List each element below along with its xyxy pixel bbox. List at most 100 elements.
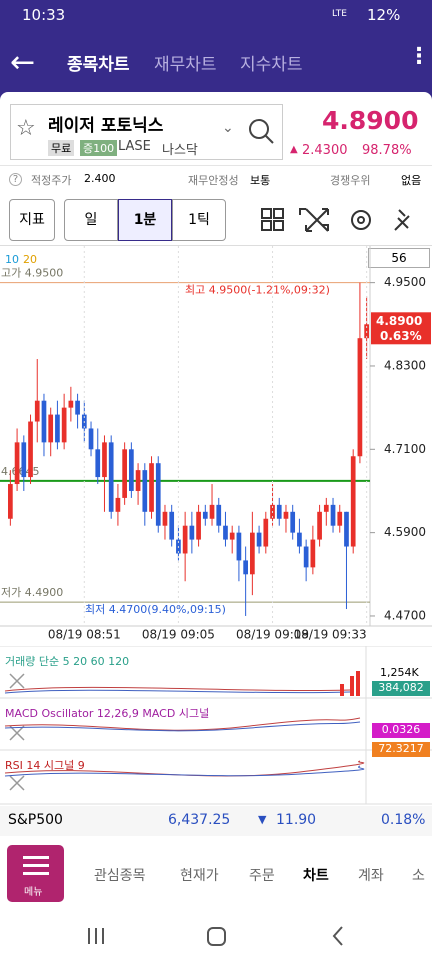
candle-body bbox=[283, 511, 289, 519]
nav-item[interactable]: 계좌 bbox=[358, 868, 384, 884]
tab[interactable]: 지수차트 bbox=[240, 55, 303, 75]
panel-title: MACD Oscillator 12,26,9 MACD 시그널 bbox=[5, 707, 210, 720]
info-label: 경쟁우위 bbox=[330, 174, 371, 187]
candle-body bbox=[182, 525, 188, 554]
price-line-label: 4.6645 bbox=[1, 465, 40, 478]
panel-value: 0.0326 bbox=[372, 723, 430, 738]
panel-title: RSI 14 시그널 9 bbox=[5, 759, 85, 772]
candle-body bbox=[95, 449, 101, 478]
info-value: 없음 bbox=[401, 174, 422, 187]
y-tick-label: 4.9500 bbox=[384, 275, 426, 289]
nav-item[interactable]: 현재가 bbox=[180, 868, 219, 884]
indicator-panels bbox=[0, 646, 432, 805]
candle-body bbox=[310, 539, 316, 568]
candle-body bbox=[256, 532, 262, 547]
candle-body bbox=[209, 504, 215, 519]
tool-icons[interactable] bbox=[258, 206, 423, 234]
indicator-button[interactable]: 지표 bbox=[9, 199, 55, 241]
candle-body bbox=[41, 400, 47, 443]
x-tick-label: 08/19 08:51 bbox=[48, 628, 121, 642]
dropdown[interactable]: ⌄ bbox=[222, 120, 234, 136]
index-name: S&P500 bbox=[8, 812, 63, 828]
tab[interactable]: 종목차트 bbox=[67, 55, 130, 75]
candle-body bbox=[55, 414, 60, 443]
battery: 12% bbox=[367, 6, 401, 24]
count-box[interactable]: 56 bbox=[368, 248, 430, 268]
candle-body bbox=[337, 511, 343, 526]
candle-body bbox=[142, 470, 148, 512]
index-change: 11.90 bbox=[276, 812, 317, 828]
candle-body bbox=[102, 442, 107, 478]
ticker: LASE bbox=[118, 139, 151, 154]
annotation: 최저 4.4700(9.40%,09:15) bbox=[85, 603, 226, 616]
candle-body bbox=[250, 532, 255, 575]
sheet-edge bbox=[0, 92, 432, 100]
period-button[interactable]: 1분 bbox=[118, 199, 172, 241]
divider bbox=[0, 165, 432, 166]
period-button[interactable]: 1틱 bbox=[172, 199, 226, 241]
market: 나스닥 bbox=[162, 143, 198, 158]
network: LTE bbox=[332, 9, 347, 19]
tab[interactable]: 재무차트 bbox=[154, 55, 217, 75]
last-price: 4.8900 bbox=[376, 314, 422, 328]
panel-title: 거래량 단순 5 20 60 120 bbox=[5, 655, 130, 668]
back-button[interactable]: ← bbox=[10, 45, 36, 80]
menu-label: 메뉴 bbox=[24, 887, 43, 898]
change-pct: 98.78% bbox=[362, 143, 412, 158]
favorite-star[interactable]: ☆ bbox=[16, 116, 36, 141]
top-bar bbox=[0, 0, 432, 100]
y-tick-label: 4.4700 bbox=[384, 608, 426, 622]
nav-item[interactable]: 차트 bbox=[303, 868, 329, 884]
candle-body bbox=[276, 504, 282, 519]
candle-body bbox=[135, 470, 141, 491]
index-bar bbox=[0, 806, 432, 836]
search-box[interactable] bbox=[10, 104, 283, 160]
x-tick-label: 08/19 09:05 bbox=[142, 628, 215, 642]
candle-body bbox=[122, 449, 127, 498]
candle-body bbox=[357, 338, 363, 457]
more-button[interactable]: ⋮ bbox=[408, 44, 430, 69]
candle-body bbox=[236, 532, 242, 561]
candle-body bbox=[344, 511, 349, 547]
candle-body bbox=[223, 525, 228, 540]
down-arrow: ▼ bbox=[258, 813, 267, 826]
price: 4.8900 bbox=[322, 106, 419, 135]
candle-body bbox=[155, 463, 161, 526]
candle-body bbox=[8, 484, 13, 519]
panel-axis: 1,254K bbox=[380, 666, 419, 679]
candle-body bbox=[149, 463, 154, 512]
candle-body bbox=[108, 442, 114, 512]
candle-body bbox=[216, 504, 222, 526]
nav-item[interactable]: 주문 bbox=[249, 868, 275, 884]
up-arrow: ▲ bbox=[290, 144, 298, 155]
menu-button[interactable] bbox=[7, 845, 64, 902]
nav-item[interactable]: 소 bbox=[412, 868, 425, 884]
candle-body bbox=[330, 504, 336, 526]
last-price-box bbox=[371, 312, 431, 345]
tag: 증100 bbox=[80, 140, 118, 156]
candle-body bbox=[48, 414, 54, 443]
period-button[interactable]: 일 bbox=[64, 199, 118, 241]
candle-body bbox=[75, 400, 80, 415]
legend-entry: 20 bbox=[23, 253, 37, 266]
candle-body bbox=[263, 518, 269, 547]
candle-body bbox=[21, 442, 27, 478]
panel-value: 72.3217 bbox=[372, 742, 430, 757]
help-icon[interactable]: ? bbox=[9, 173, 22, 186]
info-label: 재무안정성 bbox=[188, 174, 239, 187]
legend-entry: 10 bbox=[5, 253, 19, 266]
y-tick-label: 4.5900 bbox=[384, 525, 426, 539]
change: 2.4300 bbox=[302, 143, 348, 158]
candle-body bbox=[196, 511, 201, 540]
candle-body bbox=[162, 511, 168, 526]
nav-item[interactable]: 관심종목 bbox=[94, 868, 146, 884]
candle-body bbox=[189, 525, 195, 540]
candle-body bbox=[297, 532, 302, 547]
divider bbox=[0, 245, 432, 246]
search-icon[interactable] bbox=[247, 117, 275, 145]
tag: 무료 bbox=[48, 140, 75, 156]
candle-body bbox=[202, 511, 208, 519]
clock: 10:33 bbox=[22, 6, 66, 24]
